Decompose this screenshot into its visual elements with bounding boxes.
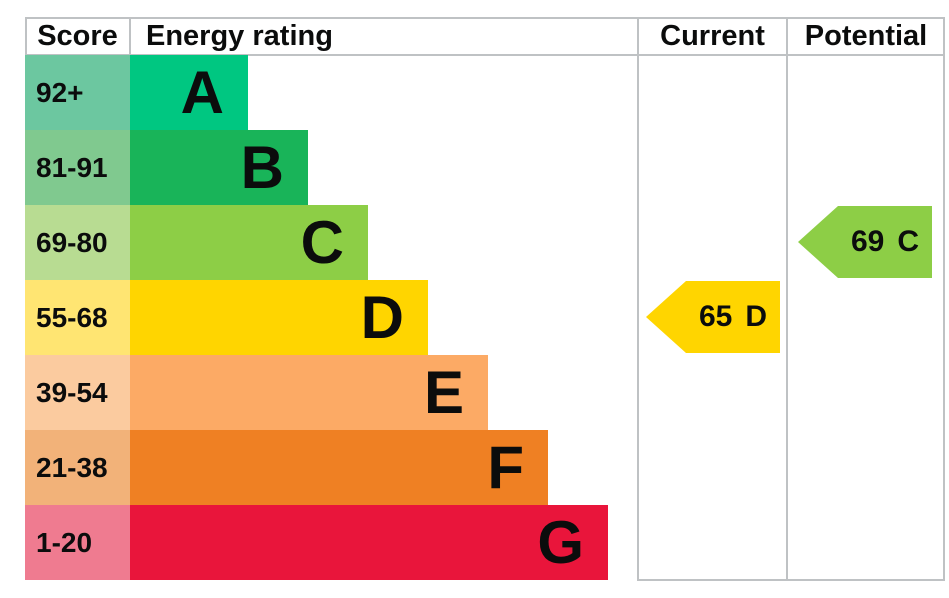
potential-band-letter: C [897,225,920,258]
score-column-divider [129,17,131,56]
current-rating-arrow: 65 D [646,281,780,353]
score-range-cell: 81-91 [25,130,130,205]
header-left-border [25,17,27,56]
score-range-label: 81-91 [36,151,108,183]
score-range-label: 39-54 [36,376,108,408]
energy-band-bar: B [130,130,308,205]
band-letter: B [240,133,284,201]
header-score: Score [37,20,118,52]
score-range-cell: 69-80 [25,205,130,280]
left-arrow-shape [646,281,780,353]
header-current: Current [660,20,765,52]
energy-band-bar: D [130,280,428,355]
current-arrow-polygon [646,281,780,353]
current-score-value: 65 [698,300,733,333]
current-rating-text: 65 D [686,281,780,353]
score-range-label: 92+ [36,76,84,108]
band-letter: G [537,508,584,576]
header-energy-rating: Energy rating [146,20,333,52]
band-letter: D [360,283,404,351]
score-range-cell: 55-68 [25,280,130,355]
energy-band-bar: F [130,430,548,505]
potential-arrow-polygon [798,206,932,278]
energy-band-bar: C [130,205,368,280]
band-letter: C [300,208,344,276]
current-column-divider [637,17,639,581]
header-potential: Potential [804,20,928,52]
score-range-cell: 92+ [25,55,130,130]
header-top-border [25,17,945,19]
current-band-letter: D [745,300,768,333]
potential-rating-arrow: 69 C [798,206,932,278]
potential-rating-text: 69 C [838,206,932,278]
energy-band-bar: E [130,355,488,430]
score-range-label: 21-38 [36,451,108,483]
score-range-cell: 39-54 [25,355,130,430]
energy-band-bar: G [130,505,608,580]
potential-column-divider [786,17,788,581]
header-bottom-border [25,54,945,56]
score-range-label: 55-68 [36,301,108,333]
left-arrow-shape [798,206,932,278]
potential-score-value: 69 [850,225,885,258]
energy-band-bar: A [130,55,248,130]
score-range-label: 1-20 [36,526,93,558]
score-range-label: 69-80 [36,226,108,258]
table-bottom-border [638,579,945,581]
band-letter: A [180,58,224,126]
score-range-cell: 21-38 [25,430,130,505]
table-right-border [943,17,945,581]
band-letter: E [423,358,464,426]
score-range-cell: 1-20 [25,505,130,580]
band-letter: F [487,433,524,501]
